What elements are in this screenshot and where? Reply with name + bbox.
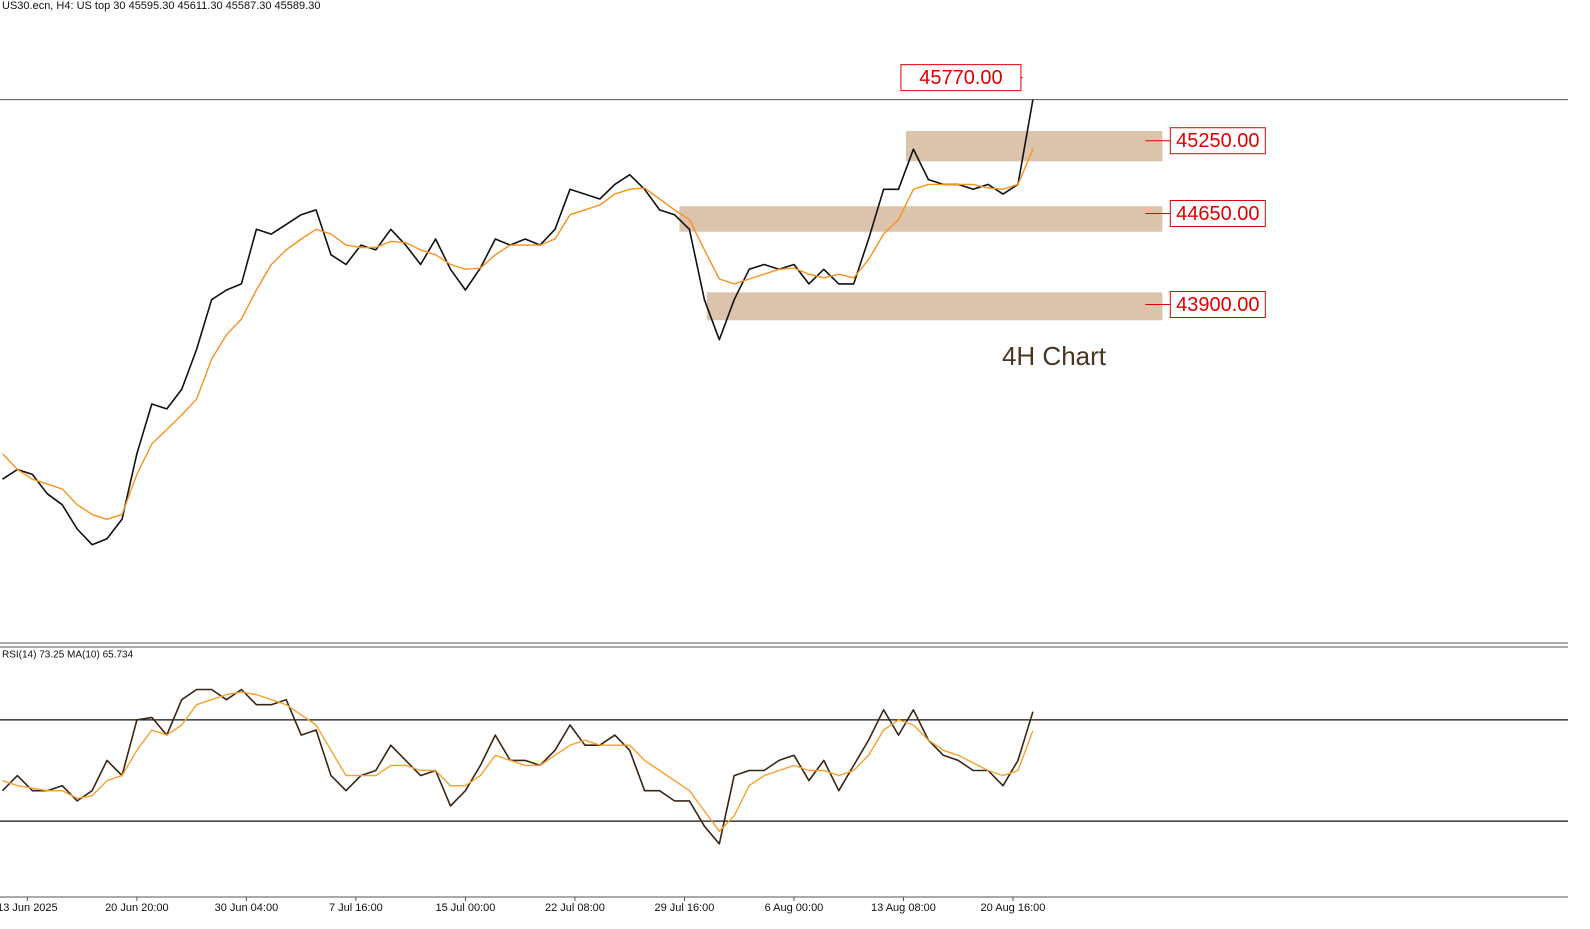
level-label: 45250.00: [1176, 130, 1259, 152]
main-line: [2, 99, 1034, 546]
zone: [706, 292, 1163, 321]
level-label: 44650.00: [1176, 203, 1259, 225]
ma-line: [2, 691, 1034, 832]
x-tick-label: 20 Jun 20:00: [105, 902, 169, 914]
level-label-box: [900, 64, 1022, 92]
x-tick-label: 29 Jul 16:00: [654, 902, 714, 914]
level-label-box: [1169, 291, 1266, 319]
main-line: [1, 688, 1034, 845]
x-tick-label: 7 Jul 16:00: [329, 902, 383, 914]
level-label: 45770.00: [919, 67, 1002, 89]
level-label-box: [1169, 127, 1266, 155]
x-tick-label: 30 Jun 04:00: [215, 902, 279, 914]
ma-line: [1, 148, 1034, 520]
x-tick-label: 6 Aug 00:00: [765, 902, 824, 914]
x-tick-label: 22 Jul 08:00: [545, 902, 605, 914]
annotation: 4H Chart: [1002, 341, 1107, 371]
rsi-title: RSI(14) 73.25 MA(10) 65.734: [2, 650, 134, 661]
level-label: 43900.00: [1176, 294, 1259, 316]
zone: [905, 131, 1163, 162]
x-tick-label: 15 Jul 00:00: [435, 902, 495, 914]
x-tick-label: 13 Aug 08:00: [871, 902, 936, 914]
level-label-box: [1169, 200, 1266, 228]
x-tick-label: 13 Jun 2025: [0, 902, 58, 914]
zone: [679, 206, 1163, 232]
header-text: US30.ecn, H4: US top 30 45595.30 45611.3…: [2, 0, 320, 12]
x-tick-label: 20 Aug 16:00: [981, 902, 1046, 914]
